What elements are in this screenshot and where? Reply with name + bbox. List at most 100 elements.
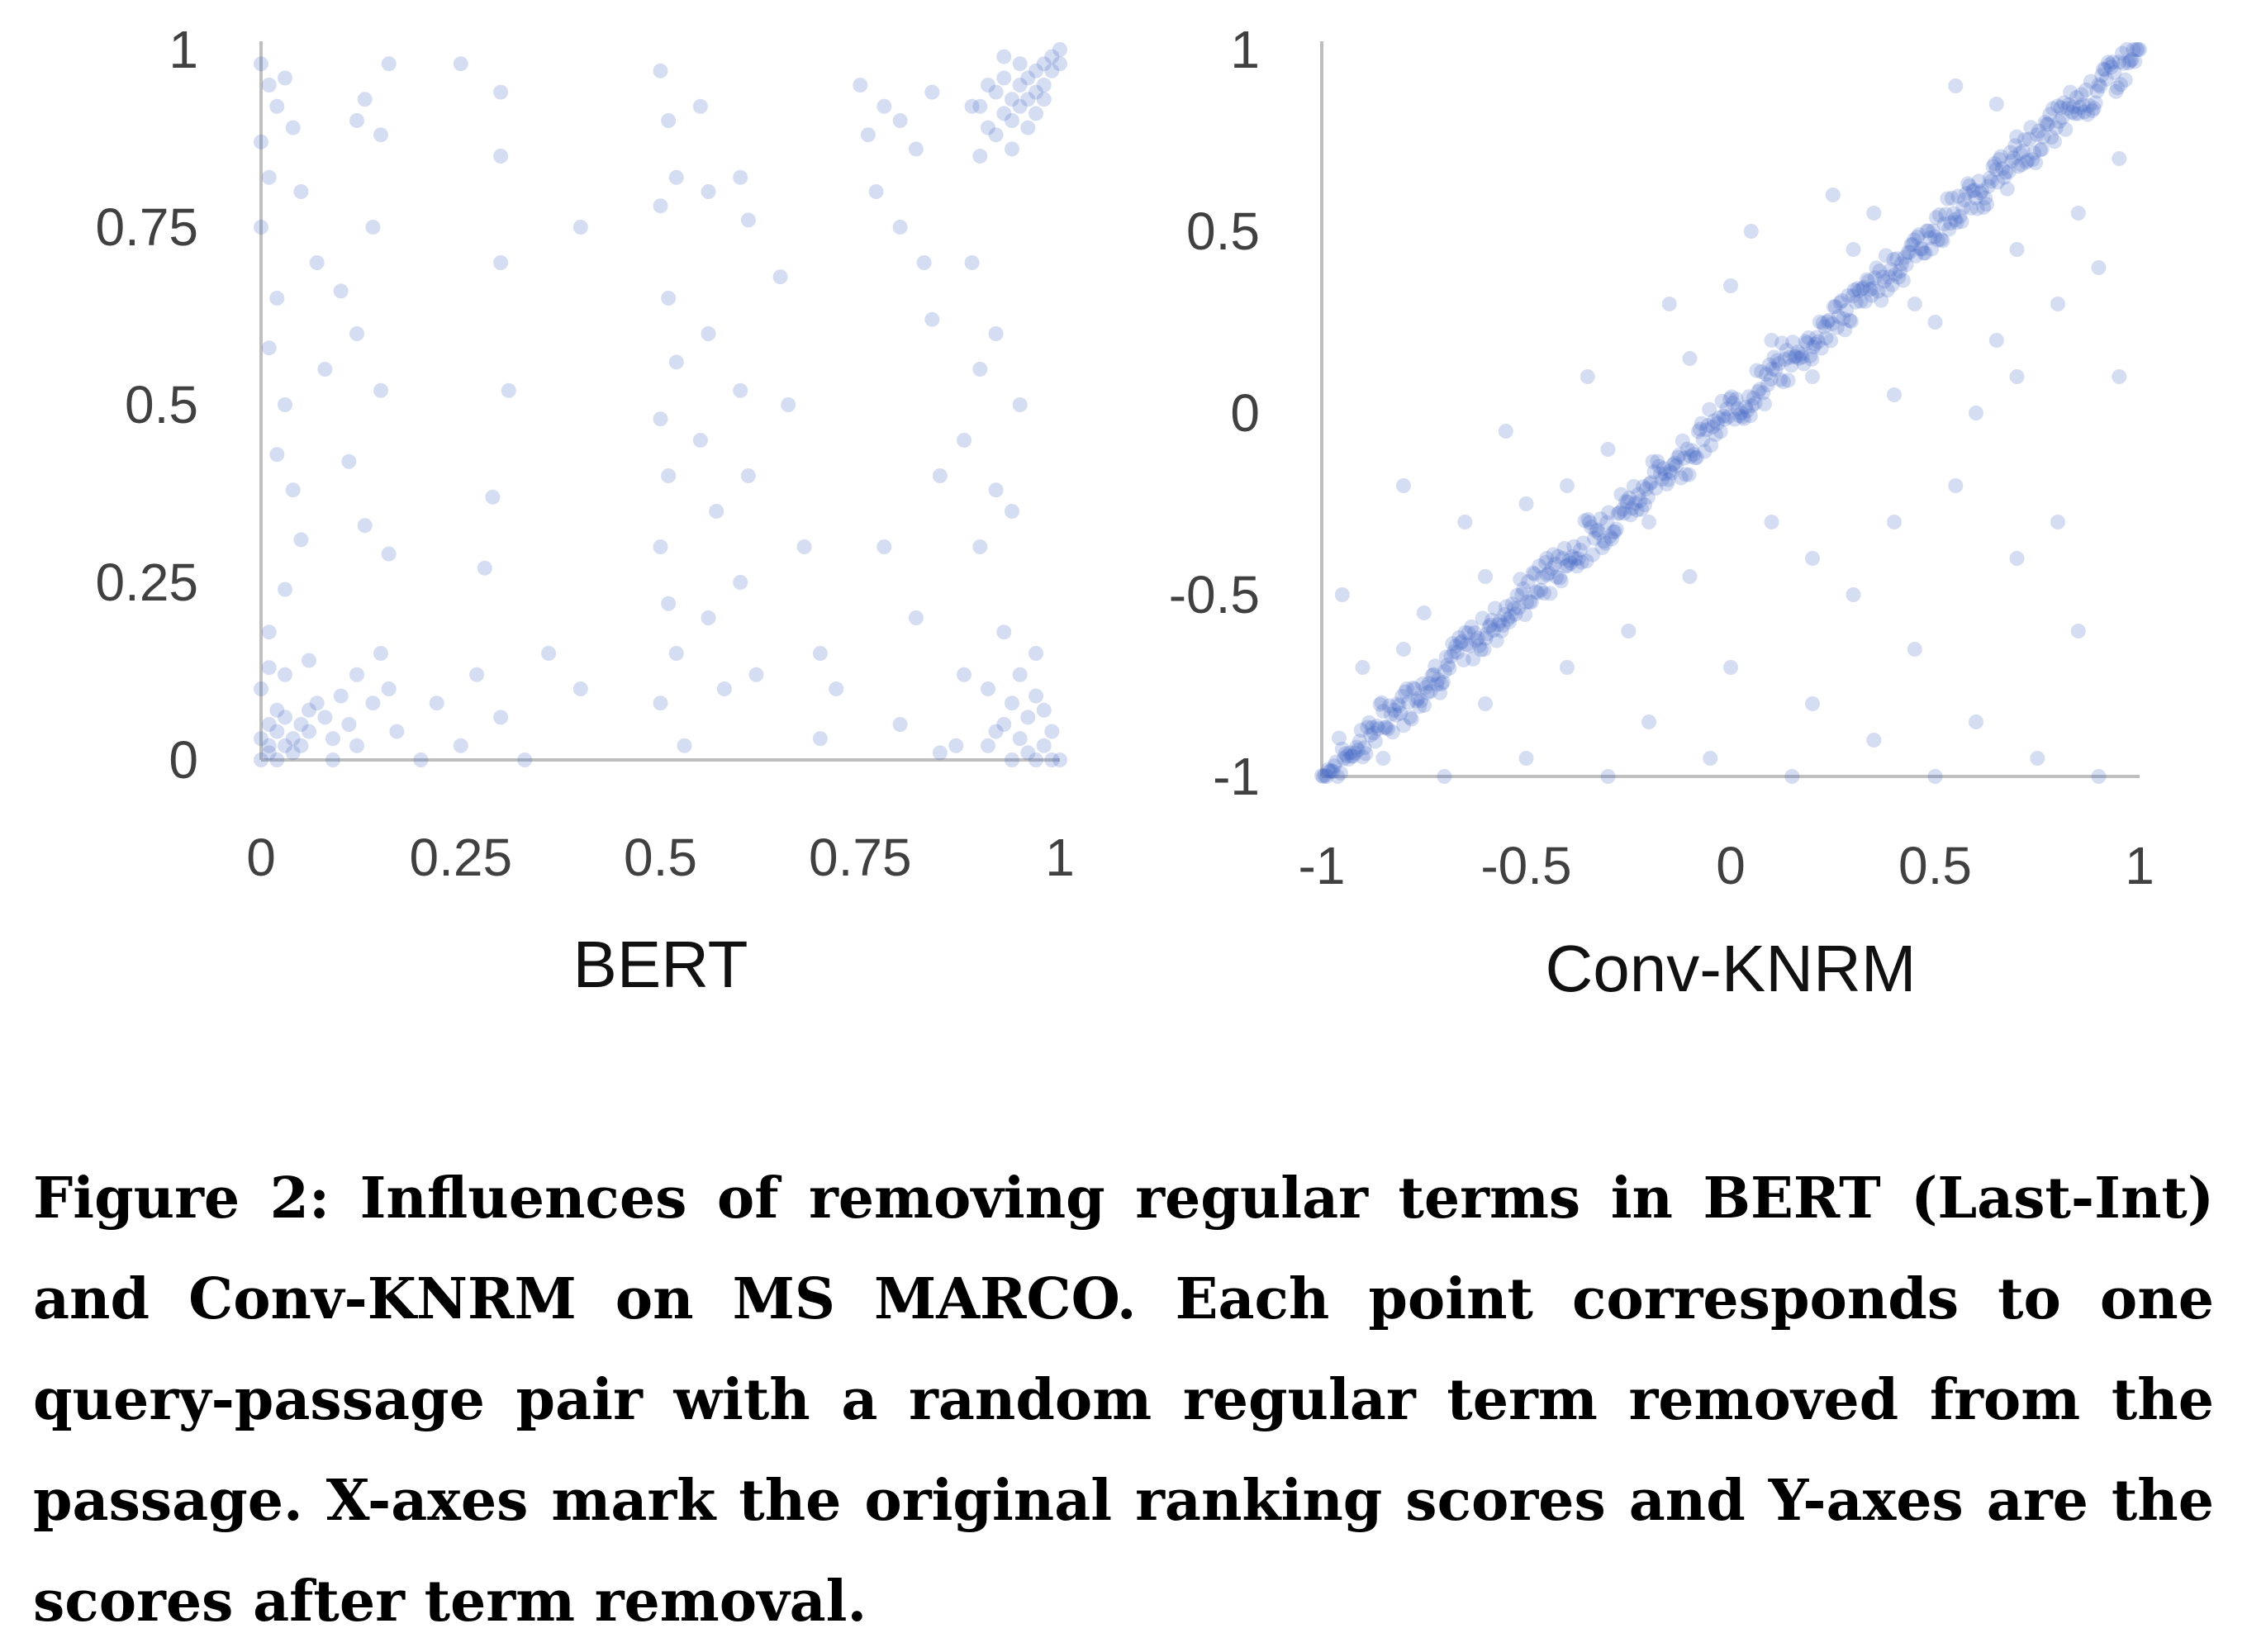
bert-data-point [1005,695,1019,711]
conv-knrm-y-tick-label: -1 [1213,747,1260,806]
conv-knrm-data-point [2089,83,2105,99]
conv-knrm-data-point [1825,316,1840,332]
conv-knrm-data-point [1632,493,1648,509]
conv-knrm-data-point [1754,364,1770,379]
conv-knrm-data-point [1775,374,1791,390]
conv-knrm-data-point [1393,705,1409,721]
conv-knrm-data-point [1494,623,1509,638]
conv-knrm-data-point [1992,152,2007,167]
conv-knrm-data-point [2117,72,2133,88]
conv-knrm-data-point [1577,513,1593,529]
conv-knrm-data-point [2103,59,2119,75]
conv-knrm-data-point [1466,651,1481,667]
conv-knrm-data-point [1941,221,1957,237]
conv-knrm-data-point [2116,55,2131,71]
conv-knrm-data-point [1489,633,1504,648]
conv-knrm-data-point [2077,104,2093,120]
conv-knrm-data-point [2039,116,2055,132]
conv-knrm-data-point [1908,248,1924,263]
conv-knrm-data-point [1765,361,1780,377]
conv-knrm-data-point [1388,707,1404,723]
conv-knrm-data-point [1894,256,1909,272]
conv-knrm-data-point [1990,174,2006,190]
conv-knrm-data-point [1344,748,1360,764]
conv-knrm-data-point [1558,558,1574,574]
conv-knrm-data-point [1513,572,1528,587]
conv-knrm-data-point [1780,373,1796,388]
conv-knrm-data-point [1610,506,1626,521]
conv-knrm-data-point [1902,244,1917,260]
bert-data-point [357,518,373,534]
conv-knrm-data-point [1342,745,1358,761]
conv-knrm-data-point [1966,183,1982,198]
conv-knrm-data-point [1333,765,1348,781]
conv-knrm-data-point [1974,183,1990,199]
conv-knrm-data-point [1681,467,1697,482]
conv-knrm-data-point [2002,145,2018,160]
conv-knrm-data-point [1987,156,2002,172]
conv-knrm-data-point [1596,534,1612,549]
conv-knrm-data-point [1982,170,1998,186]
bert-data-point [996,49,1012,64]
conv-knrm-data-point [1738,400,1754,415]
conv-knrm-data-point [2059,101,2075,116]
conv-knrm-data-point [1815,316,1831,331]
conv-knrm-data-point [1808,336,1823,352]
conv-knrm-data-point [1468,633,1484,648]
conv-knrm-data-point [1537,586,1551,601]
bert-data-point [1036,702,1052,718]
conv-knrm-data-point [1792,350,1807,366]
conv-knrm-data-point [1405,680,1421,695]
conv-knrm-data-point [1442,660,1457,676]
conv-knrm-data-point [1539,567,1555,582]
conv-knrm-data-point [1438,649,1454,665]
conv-knrm-data-point [2011,159,2026,174]
conv-knrm-data-point [1927,769,1943,784]
conv-knrm-data-point [1450,644,1465,660]
bert-data-point [341,717,357,732]
conv-knrm-data-point [1856,279,1872,295]
conv-knrm-data-point [1747,396,1763,411]
conv-knrm-data-point [1716,408,1732,424]
conv-knrm-data-point [1943,216,1959,230]
bert-data-point [413,752,429,767]
bert-data-point [254,220,268,235]
conv-knrm-data-point [1646,464,1662,480]
conv-knrm-data-point [1509,587,1525,603]
bert-data-point [988,326,1004,341]
conv-knrm-data-point [1620,495,1636,510]
bert-data-point [1012,98,1028,114]
bert-data-point [796,539,812,554]
bert-data-point [653,695,668,711]
conv-knrm-data-point [1358,746,1374,762]
conv-knrm-data-point [1713,424,1728,439]
conv-knrm-data-point [1470,630,1485,646]
conv-knrm-data-point [1917,245,1933,261]
conv-knrm-data-point [1773,372,1789,387]
conv-knrm-data-point [1334,741,1350,757]
conv-knrm-data-point [1764,333,1779,348]
bert-data-point [325,752,340,767]
conv-knrm-data-point [1502,614,1517,629]
conv-knrm-data-point [1483,617,1499,633]
conv-knrm-data-point [1746,391,1761,406]
conv-knrm-data-point [1832,295,1848,311]
conv-knrm-data-point [1782,349,1798,365]
conv-knrm-x-tick-label: 0.5 [1898,836,1972,895]
conv-knrm-data-point [1591,525,1607,541]
conv-knrm-data-point [1860,273,1876,289]
conv-knrm-data-point [2107,64,2122,80]
bert-data-point [1020,70,1036,86]
conv-knrm-data-point [1485,623,1501,638]
conv-knrm-data-point [1480,626,1495,642]
bert-data-point [261,745,277,761]
conv-knrm-data-point [1377,719,1393,735]
conv-knrm-data-point [1327,758,1342,774]
conv-knrm-data-point [1541,566,1556,581]
conv-knrm-data-point [1764,515,1779,529]
bert-data-point [709,504,724,519]
bert-data-point [1044,752,1060,767]
conv-knrm-data-point [1887,515,1902,529]
conv-knrm-data-point [1787,349,1803,364]
conv-knrm-data-point [1390,696,1405,712]
